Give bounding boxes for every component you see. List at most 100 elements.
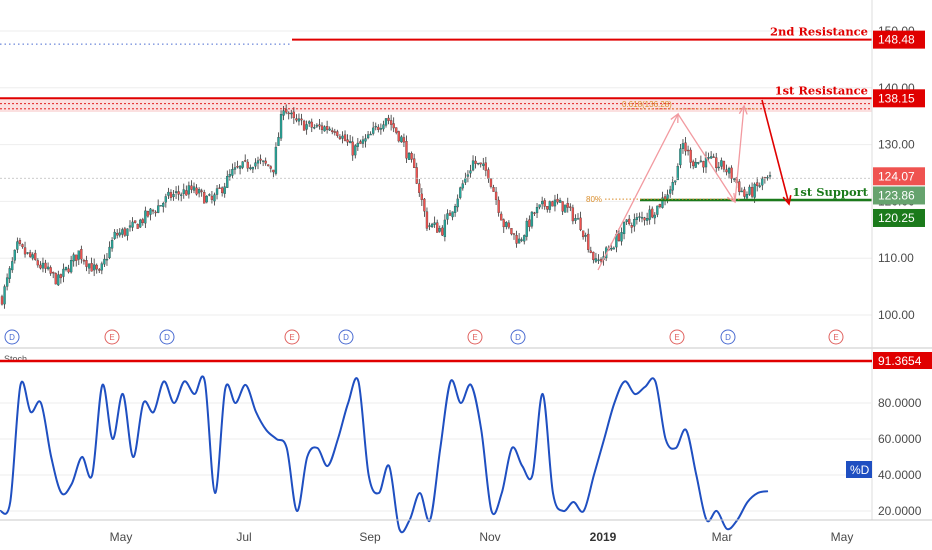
candle-body: [5, 277, 9, 287]
projection-arrowhead: [738, 104, 748, 115]
candle-body: [364, 138, 367, 142]
candle-body: [469, 170, 472, 174]
candle-body: [187, 185, 191, 195]
candle-body: [236, 166, 239, 168]
candle-body: [359, 141, 362, 144]
candle-body: [49, 267, 52, 274]
candle-body: [589, 250, 592, 253]
candle-body: [405, 141, 408, 159]
candle-body: [510, 228, 513, 235]
candle-body: [761, 178, 764, 186]
candle-body: [635, 217, 639, 220]
candle-body: [54, 273, 57, 285]
candle-body: [538, 204, 541, 208]
candle-body: [715, 157, 718, 168]
candle-body: [192, 186, 196, 191]
candle-body: [413, 158, 416, 169]
candle-body: [57, 274, 60, 286]
candle-body: [564, 204, 567, 213]
candle-body: [172, 194, 175, 198]
time-tick-label: May: [110, 530, 133, 544]
candle-body: [285, 109, 288, 113]
price-tick-label: 100.00: [878, 308, 915, 322]
candle-body: [717, 166, 720, 169]
candle-body: [446, 213, 449, 220]
candle-body: [190, 185, 193, 190]
candle-body: [374, 125, 377, 128]
price-tick-label: 110.00: [878, 251, 914, 265]
first-resistance-label: 1st Resistance: [775, 83, 868, 97]
candle-body: [200, 190, 203, 192]
candle-body: [482, 163, 485, 166]
candle-body: [295, 118, 298, 121]
candle-body: [80, 249, 83, 260]
candle-body: [264, 160, 267, 164]
candle-body: [325, 126, 329, 130]
candle-body: [226, 176, 229, 188]
candle-body: [436, 222, 439, 233]
stochastic-d-line: [0, 375, 769, 534]
candle-body: [484, 162, 487, 171]
candle-body: [633, 219, 636, 227]
candle-body: [34, 252, 37, 260]
candle-body: [279, 114, 283, 139]
candle-body: [195, 187, 198, 195]
stochastic-tick-label: 60.0000: [878, 432, 922, 446]
stochastic-tick-label: 80.0000: [878, 396, 922, 410]
first-support-tag-bg: [873, 208, 925, 227]
candle-body: [651, 208, 654, 218]
candle-body: [29, 252, 32, 257]
candle-body: [523, 235, 526, 242]
candle-body: [52, 272, 55, 274]
event-marker-label: E: [109, 333, 114, 342]
candle-body: [41, 262, 45, 269]
event-marker: [510, 329, 526, 345]
projection-arrow-path: [734, 105, 745, 203]
candle-body: [402, 137, 406, 143]
candle-body: [569, 206, 572, 208]
time-tick-label: Jul: [236, 530, 251, 544]
candle-body: [584, 235, 587, 237]
projection-arrow-path: [597, 113, 679, 271]
candle-body: [349, 141, 352, 144]
stochastic-series: [0, 375, 769, 534]
candle-body: [502, 219, 505, 228]
candle-body: [44, 262, 47, 269]
event-marker: [338, 329, 354, 345]
projection-arrows: [597, 99, 792, 271]
candle-body: [645, 218, 649, 221]
candle-body: [430, 223, 434, 228]
candle-body: [477, 162, 480, 165]
event-marker-label: D: [725, 333, 731, 342]
candle-body: [617, 233, 621, 242]
candle-body: [277, 137, 280, 146]
candle-body: [392, 123, 395, 129]
candle-body: [164, 196, 167, 203]
stochastic-level-tag: 91.3654: [873, 352, 932, 369]
candle-body: [443, 219, 447, 237]
projection-arrow-path: [677, 113, 736, 203]
candle-body: [87, 263, 91, 269]
candle-body: [679, 148, 682, 166]
candle-body: [671, 182, 674, 191]
candle-body: [628, 218, 631, 224]
candle-body: [592, 251, 595, 261]
candle-body: [597, 259, 600, 261]
candle-body: [259, 158, 262, 161]
candle-body: [725, 169, 728, 173]
candle-body: [395, 127, 398, 133]
candle-body: [287, 112, 290, 115]
candle-body: [346, 139, 349, 143]
candle-body: [594, 258, 598, 262]
candle-body: [331, 130, 334, 133]
candle-body: [410, 153, 413, 160]
candle-body: [423, 198, 426, 212]
candle-body: [218, 187, 221, 189]
candle-body: [123, 228, 127, 236]
candle-body: [208, 194, 211, 196]
candle-body: [684, 142, 687, 152]
candle-body: [356, 142, 359, 147]
candle-body: [653, 214, 656, 219]
candle-body: [131, 221, 134, 228]
